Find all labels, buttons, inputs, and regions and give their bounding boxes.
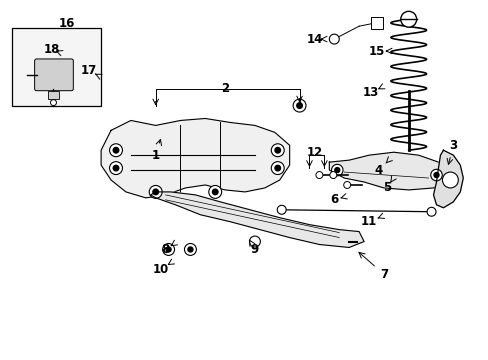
Text: 17: 17	[81, 64, 97, 77]
Circle shape	[271, 144, 284, 157]
Polygon shape	[328, 152, 447, 190]
Text: 7: 7	[379, 268, 387, 281]
Polygon shape	[101, 118, 289, 198]
Text: 3: 3	[448, 139, 456, 152]
Bar	[12, 28, 101, 105]
Circle shape	[109, 144, 122, 157]
Circle shape	[433, 172, 438, 177]
Circle shape	[163, 243, 174, 255]
Circle shape	[212, 189, 218, 195]
Circle shape	[149, 185, 162, 198]
Polygon shape	[150, 192, 364, 247]
Circle shape	[153, 189, 158, 195]
Circle shape	[184, 243, 196, 255]
Circle shape	[208, 185, 221, 198]
Text: 14: 14	[305, 33, 322, 46]
Text: 11: 11	[360, 215, 376, 228]
Circle shape	[328, 34, 339, 44]
Circle shape	[426, 207, 435, 216]
Circle shape	[442, 172, 457, 188]
Text: 6: 6	[329, 193, 338, 206]
Circle shape	[292, 99, 305, 112]
Circle shape	[315, 172, 322, 179]
Text: 12: 12	[305, 146, 322, 159]
Circle shape	[271, 162, 284, 175]
Text: 18: 18	[43, 42, 60, 55]
Circle shape	[329, 172, 336, 179]
Text: 13: 13	[362, 86, 378, 99]
Circle shape	[334, 168, 339, 172]
Circle shape	[430, 169, 441, 181]
Circle shape	[249, 236, 260, 247]
Text: 1: 1	[151, 149, 160, 162]
Text: 4: 4	[374, 163, 382, 176]
Circle shape	[277, 205, 285, 214]
Circle shape	[113, 148, 119, 153]
Text: 15: 15	[368, 45, 385, 58]
Bar	[47, 91, 60, 99]
Text: 10: 10	[152, 263, 168, 276]
Circle shape	[296, 103, 302, 108]
Circle shape	[274, 165, 280, 171]
Circle shape	[400, 11, 416, 27]
Text: 9: 9	[250, 243, 259, 256]
Circle shape	[166, 247, 171, 252]
Circle shape	[343, 181, 350, 188]
Text: 8: 8	[161, 243, 169, 256]
Text: 5: 5	[382, 181, 390, 194]
Text: 16: 16	[58, 17, 75, 30]
Polygon shape	[433, 150, 462, 208]
Circle shape	[187, 247, 192, 252]
FancyBboxPatch shape	[35, 59, 73, 91]
Circle shape	[274, 148, 280, 153]
Circle shape	[331, 164, 343, 176]
Text: 2: 2	[221, 82, 229, 95]
Bar	[370, 17, 382, 29]
Circle shape	[113, 165, 119, 171]
Circle shape	[50, 100, 56, 105]
Circle shape	[109, 162, 122, 175]
